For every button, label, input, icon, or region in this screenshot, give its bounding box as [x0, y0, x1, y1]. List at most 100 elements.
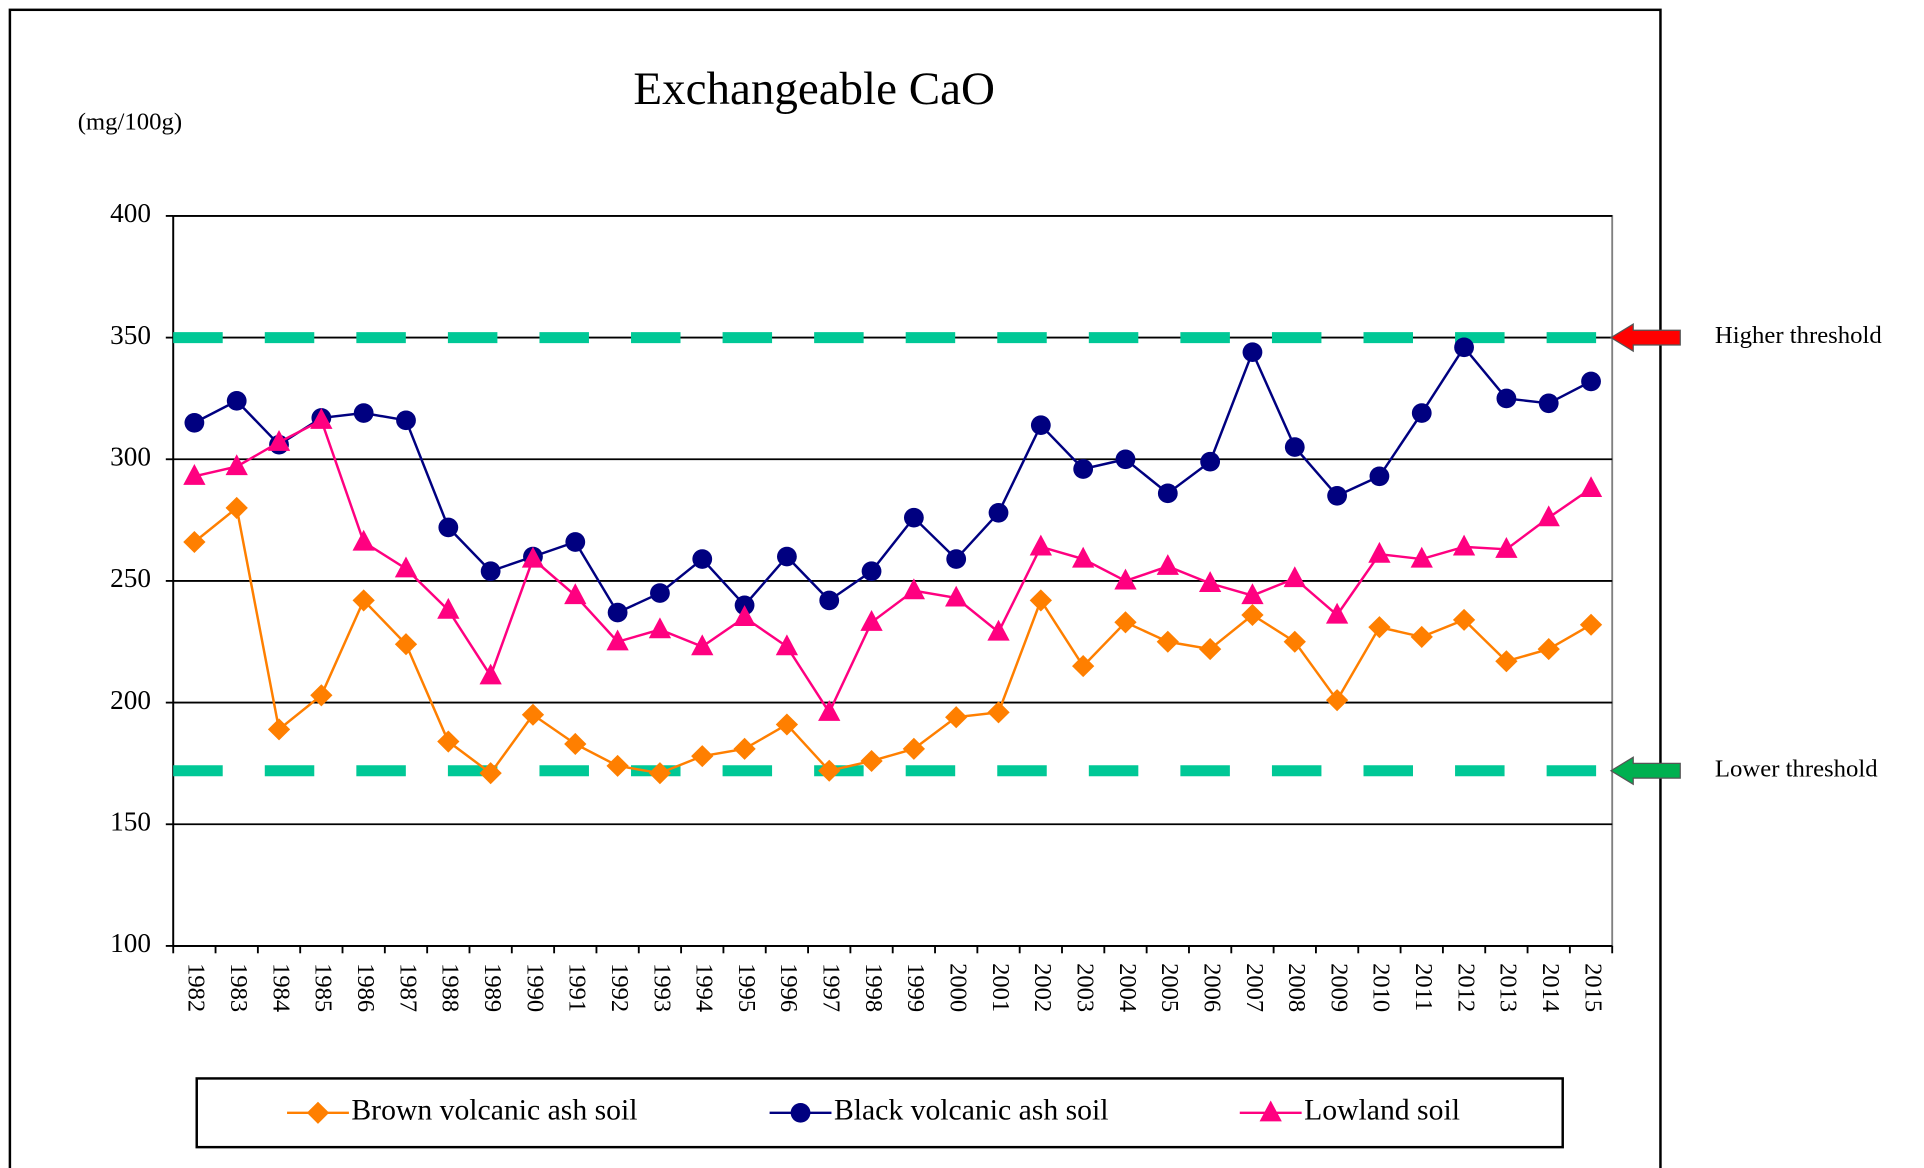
marker — [1410, 625, 1433, 648]
x-tick-label: 2010 — [1368, 963, 1395, 1012]
marker — [353, 403, 374, 423]
marker — [945, 706, 968, 729]
x-tick-label: 2004 — [1114, 963, 1141, 1012]
marker — [1579, 613, 1603, 636]
marker — [733, 737, 756, 760]
marker — [521, 546, 545, 568]
marker — [650, 583, 670, 603]
marker — [1114, 611, 1137, 634]
marker — [775, 713, 799, 736]
x-tick-label: 1984 — [267, 963, 294, 1012]
marker — [946, 549, 967, 569]
marker — [1072, 655, 1095, 678]
x-tick-label: 2015 — [1579, 963, 1606, 1012]
threshold-label: Lower threshold — [1715, 755, 1878, 782]
marker — [1325, 602, 1349, 624]
marker — [1495, 650, 1518, 673]
marker — [1369, 466, 1390, 487]
marker — [861, 561, 882, 582]
x-tick-label: 1983 — [225, 963, 252, 1012]
marker — [1454, 337, 1474, 358]
marker — [1284, 437, 1305, 457]
x-tick-label: 1991 — [564, 963, 591, 1012]
marker — [1241, 583, 1264, 605]
marker — [648, 617, 672, 639]
marker — [1029, 534, 1052, 556]
marker — [1538, 393, 1559, 414]
marker — [1030, 415, 1051, 436]
legend: Brown volcanic ash soil Black volcanic as… — [195, 1077, 1564, 1149]
marker — [903, 507, 924, 528]
marker — [607, 602, 628, 623]
marker — [437, 730, 460, 753]
threshold-arrow — [1609, 323, 1681, 353]
x-tick-label: 1987 — [394, 963, 421, 1012]
marker — [987, 701, 1010, 724]
marker — [306, 1101, 330, 1124]
marker — [945, 585, 968, 607]
marker — [1073, 459, 1094, 479]
marker — [437, 597, 460, 619]
marker — [860, 749, 883, 773]
legend-label: Black volcanic ash soil — [834, 1095, 1109, 1127]
marker — [733, 605, 756, 627]
marker — [1325, 689, 1349, 712]
x-tick-label: 2011 — [1410, 963, 1437, 1011]
marker — [1156, 630, 1179, 653]
marker — [267, 429, 291, 451]
x-tick-label: 1995 — [733, 963, 760, 1012]
marker — [775, 634, 799, 656]
marker — [1241, 603, 1264, 627]
x-tick-label: 1985 — [310, 963, 337, 1012]
x-tick-label: 2012 — [1452, 963, 1479, 1012]
series-line — [193, 345, 1592, 615]
marker — [1411, 403, 1432, 423]
marker — [818, 700, 841, 721]
series-line — [193, 505, 1592, 775]
legend-box — [195, 1077, 1564, 1149]
marker — [564, 583, 587, 605]
marker — [1452, 534, 1476, 556]
marker — [1072, 546, 1095, 568]
marker — [480, 561, 501, 582]
threshold-label: Higher threshold — [1715, 322, 1883, 349]
y-tick-label: 200 — [110, 685, 151, 715]
marker — [184, 412, 205, 433]
marker — [225, 454, 248, 476]
marker — [1198, 571, 1222, 592]
marker — [1537, 638, 1560, 661]
marker — [902, 737, 926, 760]
marker — [606, 754, 629, 777]
x-tick-label: 2002 — [1029, 963, 1056, 1012]
marker — [565, 532, 586, 552]
x-tick-label: 2000 — [944, 963, 971, 1012]
x-tick-label: 2006 — [1198, 963, 1225, 1012]
y-tick-label: 150 — [110, 807, 151, 837]
y-tick-label: 300 — [110, 442, 151, 472]
chart-title: Exchangeable CaO — [633, 63, 995, 115]
x-tick-label: 2013 — [1495, 963, 1522, 1012]
marker — [1368, 541, 1391, 563]
series — [183, 408, 1603, 721]
marker — [352, 529, 375, 551]
x-tick-label: 1988 — [437, 963, 464, 1012]
marker — [564, 732, 587, 756]
marker — [902, 578, 926, 600]
marker — [226, 391, 247, 411]
marker — [479, 762, 502, 785]
marker — [396, 410, 416, 431]
marker — [818, 759, 841, 782]
marker — [479, 663, 502, 685]
marker — [819, 590, 840, 611]
x-tick-label: 2003 — [1071, 963, 1098, 1012]
marker — [310, 408, 333, 429]
marker — [1283, 566, 1306, 588]
x-tick-label: 1986 — [352, 963, 379, 1012]
marker — [777, 546, 797, 567]
marker — [606, 629, 629, 651]
marker — [1537, 505, 1560, 527]
marker — [1495, 537, 1518, 558]
y-tick-label: 250 — [110, 563, 151, 593]
